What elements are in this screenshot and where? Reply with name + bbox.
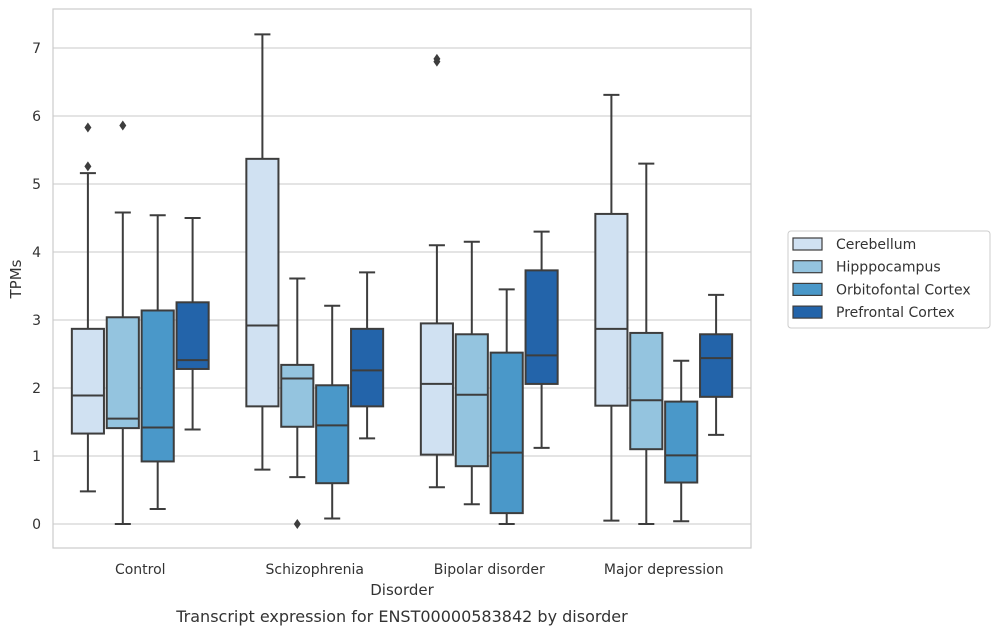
x-axis-label: Disorder bbox=[370, 581, 434, 599]
box-0-2 bbox=[419, 53, 454, 489]
x-tick-label: Schizophrenia bbox=[266, 562, 364, 578]
legend-swatch bbox=[792, 305, 823, 319]
box-iqr bbox=[105, 316, 140, 430]
box-iqr bbox=[629, 331, 664, 451]
legend: Cerebellum Hipppocampus Orbitofontal Corte… bbox=[787, 230, 991, 329]
box-0-1 bbox=[245, 33, 280, 471]
y-tick-label: 1 bbox=[32, 449, 41, 465]
box-iqr bbox=[524, 269, 559, 385]
legend-item: Prefrontal Cortex bbox=[792, 305, 955, 321]
outlier-point bbox=[293, 519, 301, 529]
box-layer bbox=[70, 33, 734, 529]
legend-label: Orbitofontal Cortex bbox=[836, 282, 971, 298]
legend-label: Prefrontal Cortex bbox=[836, 305, 955, 321]
box-1-1 bbox=[280, 277, 315, 529]
y-tick-label: 7 bbox=[32, 41, 41, 57]
y-axis-ticks: 0 1 2 3 4 5 6 7 bbox=[32, 41, 41, 533]
y-axis-label: TPMs bbox=[7, 259, 25, 299]
box-iqr bbox=[280, 363, 315, 428]
y-tick-label: 4 bbox=[32, 245, 41, 261]
box-iqr bbox=[315, 384, 350, 485]
box-iqr bbox=[594, 212, 629, 407]
x-tick-label: Control bbox=[115, 562, 166, 578]
box-1-0 bbox=[105, 120, 140, 525]
box-2-1 bbox=[315, 304, 350, 520]
legend-frame bbox=[787, 230, 991, 329]
y-tick-label: 2 bbox=[32, 381, 41, 397]
chart-caption: Transcript expression for ENST0000058384… bbox=[175, 607, 628, 626]
x-tick-label: Bipolar disorder bbox=[434, 562, 545, 578]
y-tick-label: 0 bbox=[32, 517, 41, 533]
box-iqr bbox=[419, 322, 454, 456]
outlier-point bbox=[84, 161, 92, 172]
outlier-point bbox=[84, 122, 92, 133]
legend-item: Hipppocampus bbox=[792, 260, 941, 276]
box-1-2 bbox=[454, 240, 489, 506]
box-iqr bbox=[454, 333, 489, 468]
box-3-1 bbox=[350, 271, 385, 440]
box-0-0 bbox=[70, 122, 105, 493]
box-2-2 bbox=[489, 288, 524, 525]
box-iqr bbox=[245, 157, 280, 408]
box-3-2 bbox=[524, 230, 559, 449]
legend-swatch bbox=[792, 282, 823, 296]
box-iqr bbox=[140, 309, 175, 463]
box-0-3 bbox=[594, 93, 629, 522]
box-iqr bbox=[175, 301, 210, 370]
outlier-point bbox=[433, 53, 441, 64]
legend-label: Cerebellum bbox=[836, 237, 916, 253]
box-iqr bbox=[664, 400, 699, 484]
box-3-3 bbox=[699, 293, 734, 436]
legend-label: Hipppocampus bbox=[836, 260, 941, 276]
x-tick-label: Major depression bbox=[604, 562, 724, 578]
box-iqr bbox=[350, 327, 385, 408]
legend-item: Orbitofontal Cortex bbox=[792, 282, 971, 298]
outlier-point bbox=[119, 120, 127, 131]
box-iqr bbox=[699, 333, 734, 398]
y-tick-label: 6 bbox=[32, 109, 41, 125]
box-3-0 bbox=[175, 217, 210, 431]
x-axis-ticks: Control Schizophrenia Bipolar disorder Majo… bbox=[115, 562, 724, 578]
legend-swatch bbox=[792, 260, 823, 274]
box-iqr bbox=[70, 327, 105, 435]
y-tick-label: 3 bbox=[32, 313, 41, 329]
box-iqr bbox=[489, 351, 524, 515]
box-1-3 bbox=[629, 162, 664, 525]
y-tick-label: 5 bbox=[32, 177, 41, 193]
legend-item: Cerebellum bbox=[792, 237, 916, 253]
box-2-3 bbox=[664, 359, 699, 523]
legend-swatch bbox=[792, 237, 823, 251]
box-2-0 bbox=[140, 214, 175, 511]
plot-frame bbox=[52, 8, 752, 549]
